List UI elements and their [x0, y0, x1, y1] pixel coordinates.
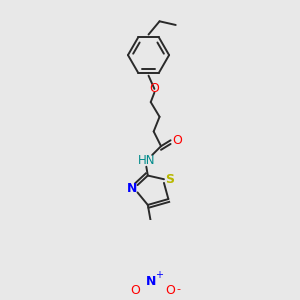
- Text: N: N: [127, 182, 137, 195]
- Text: N: N: [146, 275, 157, 288]
- Text: -: -: [177, 284, 181, 294]
- Text: O: O: [165, 284, 175, 297]
- Text: S: S: [165, 173, 174, 186]
- Text: O: O: [130, 284, 140, 297]
- Text: O: O: [172, 134, 182, 147]
- Text: O: O: [149, 82, 159, 95]
- Text: HN: HN: [138, 154, 155, 167]
- Text: +: +: [155, 270, 163, 280]
